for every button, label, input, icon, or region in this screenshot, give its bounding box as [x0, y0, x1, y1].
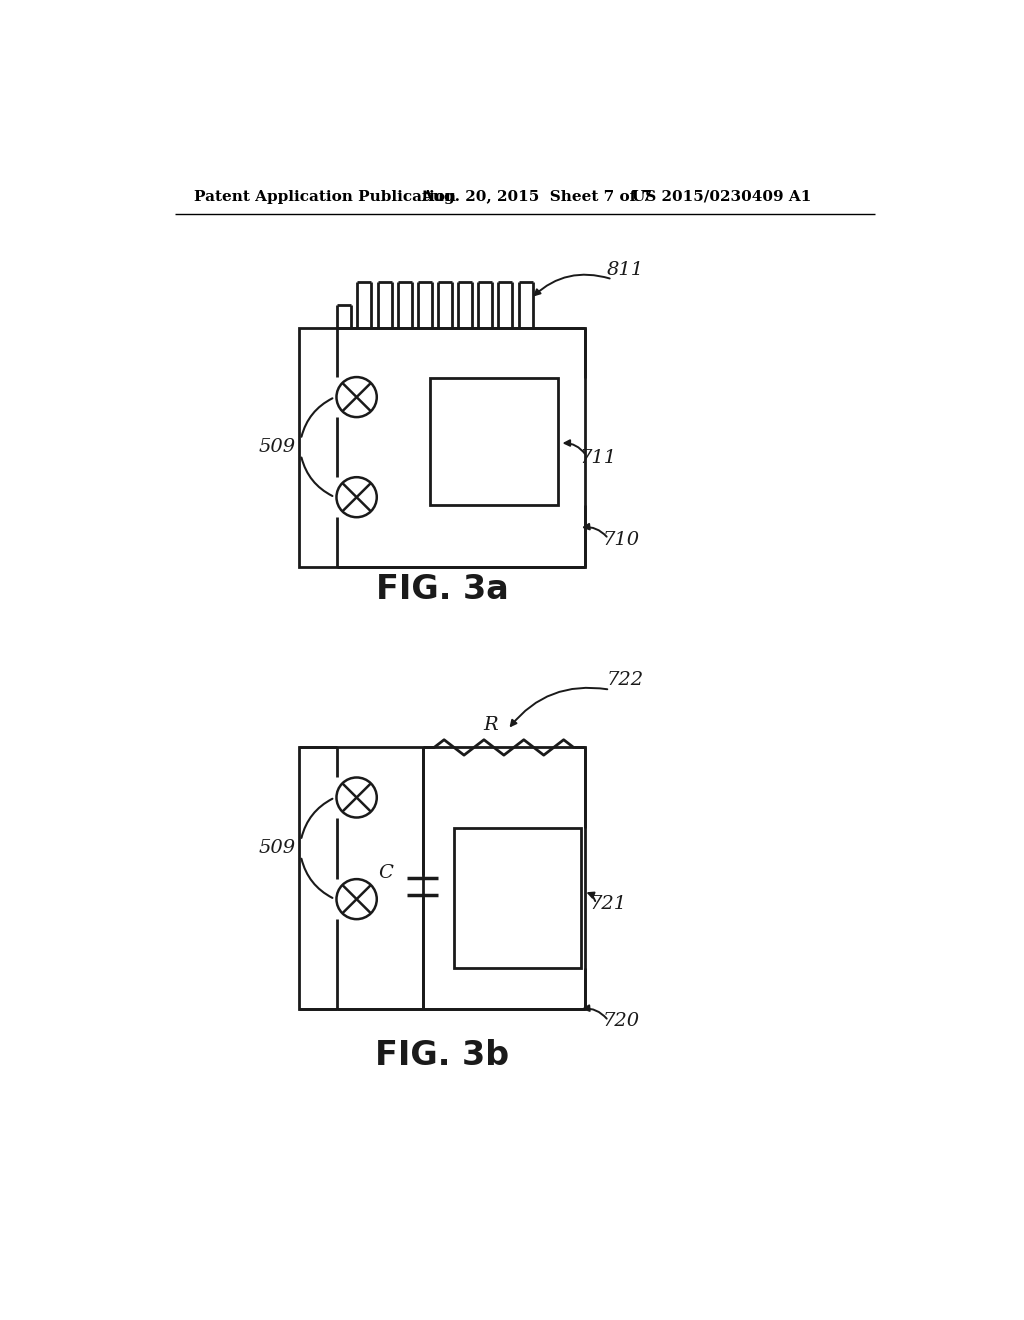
Text: 509: 509 [258, 438, 295, 457]
Circle shape [337, 378, 377, 417]
Circle shape [337, 879, 377, 919]
Text: 711: 711 [580, 449, 616, 466]
Circle shape [337, 478, 377, 517]
Text: R: R [483, 715, 498, 734]
Text: 811: 811 [607, 261, 644, 280]
Bar [454, 829, 582, 969]
Text: 722: 722 [607, 671, 644, 689]
Text: US 2015/0230409 A1: US 2015/0230409 A1 [632, 190, 811, 203]
Text: FIG. 3a: FIG. 3a [376, 573, 508, 606]
Text: C: C [378, 865, 393, 882]
Bar [299, 747, 586, 1010]
Circle shape [337, 777, 377, 817]
Text: 509: 509 [258, 840, 295, 857]
Text: Aug. 20, 2015  Sheet 7 of 7: Aug. 20, 2015 Sheet 7 of 7 [421, 190, 652, 203]
Bar [299, 327, 586, 566]
Text: 710: 710 [602, 531, 639, 549]
Bar [430, 378, 558, 506]
Text: 720: 720 [602, 1012, 639, 1030]
Text: FIG. 3b: FIG. 3b [375, 1039, 509, 1072]
Text: 721: 721 [589, 895, 627, 913]
Text: Patent Application Publication: Patent Application Publication [194, 190, 456, 203]
